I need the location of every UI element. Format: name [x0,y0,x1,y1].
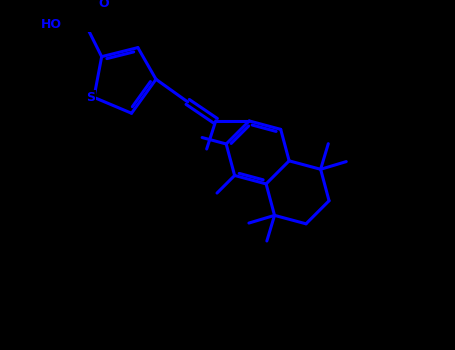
Text: O: O [98,0,109,10]
Text: HO: HO [41,18,62,30]
Text: S: S [86,91,95,104]
